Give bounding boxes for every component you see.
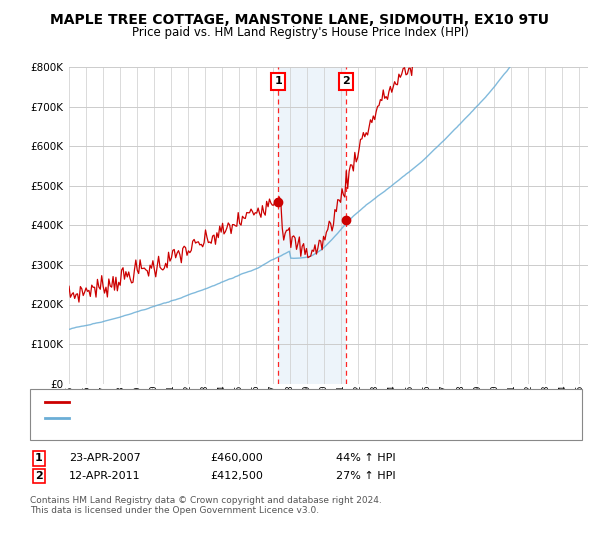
- Text: 1: 1: [35, 453, 43, 463]
- Bar: [278, 67, 346, 384]
- Text: MAPLE TREE COTTAGE, MANSTONE LANE, SIDMOUTH, EX10 9TU: MAPLE TREE COTTAGE, MANSTONE LANE, SIDMO…: [50, 13, 550, 27]
- Text: £460,000: £460,000: [210, 453, 263, 463]
- Text: Contains HM Land Registry data © Crown copyright and database right 2024.
This d: Contains HM Land Registry data © Crown c…: [30, 496, 382, 515]
- Text: 12-APR-2011: 12-APR-2011: [69, 471, 140, 481]
- Text: 23-APR-2007: 23-APR-2007: [69, 453, 141, 463]
- Text: 27% ↑ HPI: 27% ↑ HPI: [336, 471, 395, 481]
- Text: 44% ↑ HPI: 44% ↑ HPI: [336, 453, 395, 463]
- Text: £412,500: £412,500: [210, 471, 263, 481]
- Text: 2: 2: [342, 76, 350, 86]
- Text: HPI: Average price, detached house, East Devon: HPI: Average price, detached house, East…: [74, 413, 315, 423]
- Text: 2: 2: [35, 471, 43, 481]
- Text: Price paid vs. HM Land Registry's House Price Index (HPI): Price paid vs. HM Land Registry's House …: [131, 26, 469, 39]
- Text: MAPLE TREE COTTAGE, MANSTONE LANE, SIDMOUTH, EX10 9TU (detached house): MAPLE TREE COTTAGE, MANSTONE LANE, SIDMO…: [74, 397, 484, 407]
- Text: 1: 1: [275, 76, 283, 86]
